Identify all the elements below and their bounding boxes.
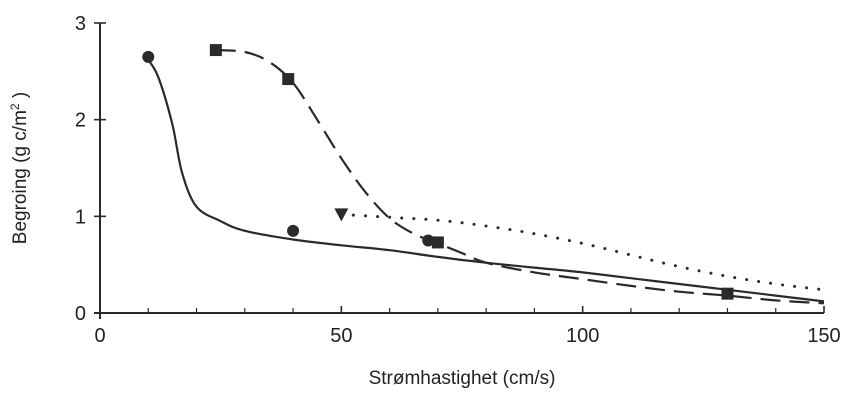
series-1-square-marker-3 [721,287,734,300]
axis-ticks [94,22,825,314]
series-curves [144,49,826,305]
y-tick-label-1: 1 [75,206,86,228]
x-axis-label: Strømhastighet (cm/s) [369,368,556,389]
series-0-solid-line [144,56,825,303]
x-tick-label-50: 50 [330,325,352,347]
y-tick-label-3: 3 [75,13,86,35]
y-tick-label-0: 0 [75,303,86,325]
y-axis-label: Begroing (g c/m2 ) [8,92,31,244]
y-axis-label-superscript: 2 [8,103,22,110]
series-1-square-marker-2 [431,236,444,249]
tick-labels: 0 50 100 150 0 1 2 3 [75,13,841,347]
y-tick-label-2: 2 [75,110,86,132]
x-tick-label-100: 100 [566,325,599,347]
series-2-dotted-line [339,212,826,292]
series-1-square-marker-0 [209,44,222,57]
series-2-triangle-down-marker-0 [334,208,349,222]
series-0-circle-marker-1 [287,224,300,237]
x-tick-label-150: 150 [807,325,840,347]
series-0-circle-marker-0 [142,50,155,63]
y-axis-label-end: ) [10,92,31,104]
series-1-square-marker-1 [282,73,295,86]
series-markers [142,44,734,300]
x-tick-label-0: 0 [94,325,105,347]
y-axis-label-main: Begroing (g c/m [10,110,31,244]
series-0-circle-marker-2 [422,234,435,247]
